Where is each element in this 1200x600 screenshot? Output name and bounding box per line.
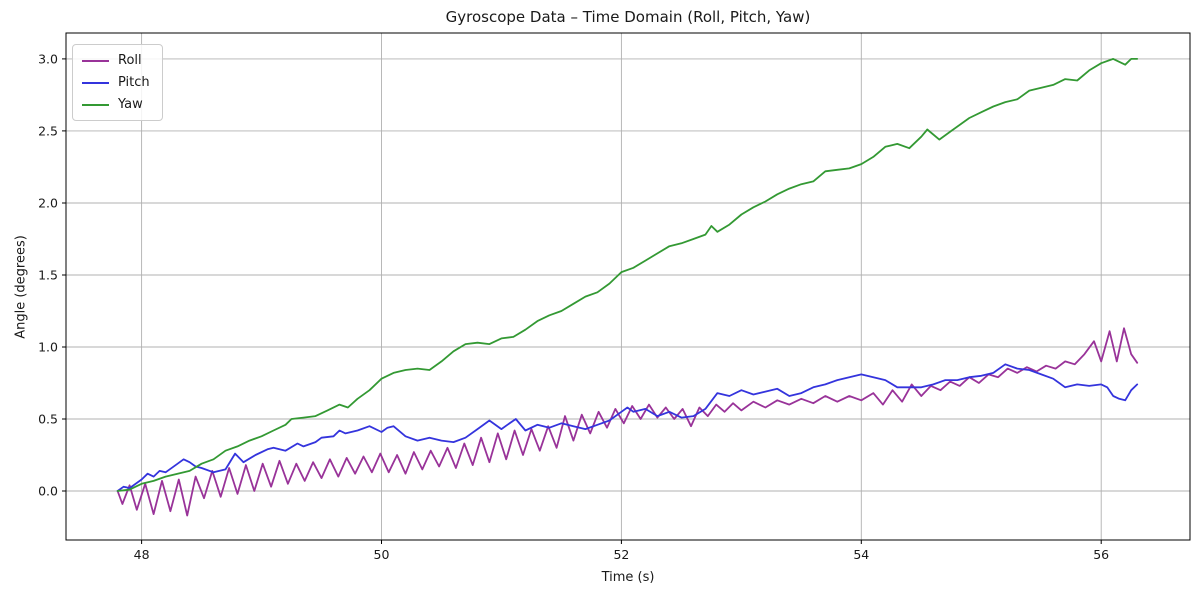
y-tick-label: 2.0 (38, 195, 58, 211)
legend-swatch-yaw-icon (82, 103, 109, 106)
chart-title: Gyroscope Data – Time Domain (Roll, Pitc… (445, 8, 811, 26)
y-tick-label: 1.5 (38, 267, 58, 283)
x-tick-label: 48 (133, 547, 150, 562)
y-tick-label: 0.0 (38, 483, 58, 499)
legend-swatch-pitch-icon (82, 81, 109, 84)
axes-frame (65, 32, 1191, 541)
legend-label-yaw: Yaw (118, 97, 143, 112)
y-tick-label: 2.5 (38, 123, 58, 139)
legend-item-roll: Roll (82, 53, 150, 68)
legend-item-yaw: Yaw (82, 97, 150, 112)
series-yaw (116, 58, 1139, 492)
legend-label-roll: Roll (118, 53, 142, 68)
y-axis-label: Angle (degrees) (13, 235, 29, 339)
legend-swatch-roll-icon (82, 59, 109, 62)
x-tick-label: 50 (373, 547, 390, 562)
x-tick-label: 52 (613, 547, 630, 562)
legend-label-pitch: Pitch (118, 75, 150, 90)
series-roll (116, 327, 1139, 517)
x-tick-label: 56 (1093, 547, 1110, 562)
series-pitch (116, 363, 1139, 492)
y-tick-label: 0.5 (38, 411, 58, 427)
y-tick-label: 3.0 (38, 51, 58, 67)
y-tick-label: 1.0 (38, 339, 58, 355)
x-axis-label: Time (s) (601, 570, 655, 585)
legend: Roll Pitch Yaw (72, 44, 163, 121)
legend-item-pitch: Pitch (82, 75, 150, 90)
x-tick-label: 54 (853, 547, 870, 562)
